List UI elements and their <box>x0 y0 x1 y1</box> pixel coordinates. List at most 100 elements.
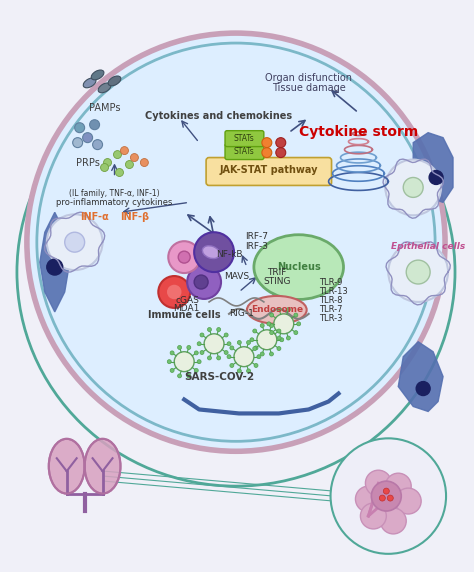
Circle shape <box>257 330 277 349</box>
Circle shape <box>262 148 272 157</box>
Polygon shape <box>40 212 70 312</box>
Circle shape <box>267 322 271 326</box>
Text: IRF-3: IRF-3 <box>246 242 268 251</box>
Text: PAMPs: PAMPs <box>89 103 120 113</box>
Polygon shape <box>398 341 443 411</box>
Circle shape <box>27 33 445 451</box>
FancyBboxPatch shape <box>206 157 331 185</box>
Circle shape <box>82 133 92 142</box>
Text: Tissue damage: Tissue damage <box>272 83 346 93</box>
Circle shape <box>65 232 85 252</box>
Text: INF-α: INF-α <box>80 212 109 223</box>
Circle shape <box>257 355 261 359</box>
Text: RIG-1: RIG-1 <box>229 309 254 318</box>
Text: pro-inflammatory cytokines: pro-inflammatory cytokines <box>56 198 173 208</box>
Circle shape <box>227 355 231 359</box>
Circle shape <box>403 177 423 197</box>
Circle shape <box>230 346 234 350</box>
Circle shape <box>47 259 63 275</box>
Circle shape <box>297 322 301 326</box>
Text: TLR-9: TLR-9 <box>319 278 342 287</box>
FancyBboxPatch shape <box>225 144 264 160</box>
Circle shape <box>234 347 254 367</box>
Ellipse shape <box>85 439 120 494</box>
Circle shape <box>356 486 382 512</box>
Circle shape <box>168 241 200 273</box>
Ellipse shape <box>98 83 111 93</box>
FancyBboxPatch shape <box>225 130 264 146</box>
Circle shape <box>92 140 102 150</box>
Circle shape <box>253 347 257 351</box>
Circle shape <box>194 368 198 372</box>
Circle shape <box>260 352 264 356</box>
Text: STATs: STATs <box>234 147 255 156</box>
Ellipse shape <box>254 235 344 299</box>
Text: Cytokines and chemokines: Cytokines and chemokines <box>146 111 292 121</box>
Circle shape <box>237 340 241 344</box>
Text: MDA1: MDA1 <box>173 304 199 313</box>
Circle shape <box>90 120 100 130</box>
Circle shape <box>260 324 264 328</box>
Circle shape <box>187 374 191 378</box>
Circle shape <box>197 341 201 345</box>
Circle shape <box>187 345 191 349</box>
Circle shape <box>170 351 174 355</box>
Circle shape <box>269 352 273 356</box>
Circle shape <box>100 164 109 172</box>
Circle shape <box>170 368 174 372</box>
Circle shape <box>208 356 211 360</box>
Text: TLR-7: TLR-7 <box>319 305 342 314</box>
Circle shape <box>75 123 85 133</box>
Ellipse shape <box>91 70 104 80</box>
Circle shape <box>277 347 281 351</box>
Circle shape <box>224 333 228 337</box>
Circle shape <box>330 438 446 554</box>
Circle shape <box>224 351 228 355</box>
Ellipse shape <box>83 78 96 88</box>
Circle shape <box>254 363 258 367</box>
Circle shape <box>388 242 448 302</box>
Circle shape <box>237 369 241 373</box>
Circle shape <box>276 138 286 148</box>
Circle shape <box>294 313 298 317</box>
Circle shape <box>277 329 281 333</box>
Text: IRF-7: IRF-7 <box>246 232 268 241</box>
Circle shape <box>269 324 273 328</box>
Circle shape <box>286 308 291 312</box>
Polygon shape <box>413 133 453 202</box>
Text: JAK-STAT pathway: JAK-STAT pathway <box>219 165 318 174</box>
Circle shape <box>365 470 392 496</box>
Circle shape <box>406 260 430 284</box>
Circle shape <box>200 333 204 337</box>
Circle shape <box>217 328 221 332</box>
Circle shape <box>130 153 138 161</box>
Circle shape <box>360 503 386 529</box>
Circle shape <box>416 382 430 395</box>
Text: TLR-13: TLR-13 <box>319 287 347 296</box>
Text: STATs: STATs <box>234 134 255 143</box>
Text: Cytokine storm: Cytokine storm <box>299 125 418 138</box>
Text: TLR-3: TLR-3 <box>319 314 342 323</box>
Circle shape <box>276 148 286 157</box>
Circle shape <box>194 275 208 289</box>
Circle shape <box>286 336 291 340</box>
Circle shape <box>126 161 133 169</box>
Circle shape <box>371 481 401 511</box>
Circle shape <box>246 340 251 344</box>
Text: SARS-COV-2: SARS-COV-2 <box>184 372 254 382</box>
Circle shape <box>277 308 281 312</box>
Circle shape <box>178 345 182 349</box>
Circle shape <box>120 146 128 154</box>
Circle shape <box>217 356 221 360</box>
Circle shape <box>178 374 182 378</box>
Text: STING: STING <box>263 277 291 286</box>
Circle shape <box>270 313 273 317</box>
Text: Organ disfunction: Organ disfunction <box>265 73 352 83</box>
Circle shape <box>385 473 411 499</box>
Circle shape <box>194 351 198 355</box>
Circle shape <box>294 331 298 335</box>
Text: TLR-8: TLR-8 <box>319 296 342 305</box>
Text: PRPs: PRPs <box>76 157 100 168</box>
Circle shape <box>230 363 234 367</box>
Circle shape <box>158 276 190 308</box>
